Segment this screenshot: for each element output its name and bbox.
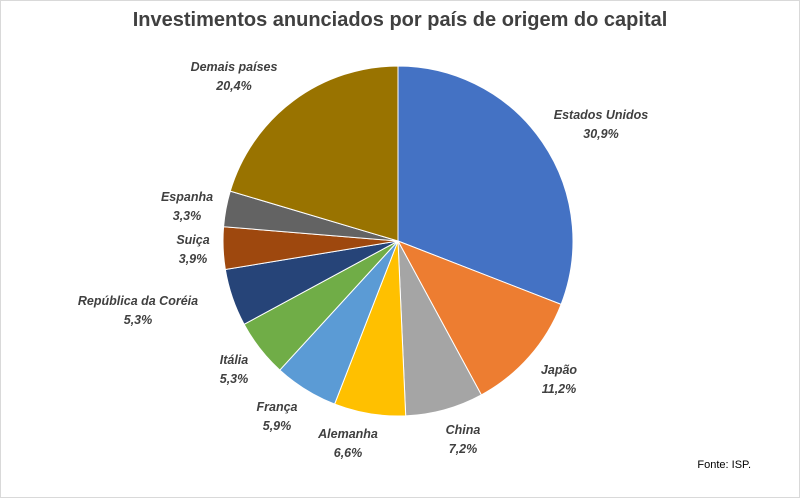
pie-slice-estados-unidos <box>397 65 574 306</box>
slice-value-republica-da-coreia: 5,3% <box>124 313 153 327</box>
slice-value-suica: 3,9% <box>179 252 208 266</box>
source-note: Fonte: ISP. <box>697 459 751 471</box>
slice-label-estados-unidos: Estados Unidos <box>554 108 649 122</box>
slice-label-franca: França <box>257 400 298 414</box>
slice-value-italia: 5,3% <box>220 372 249 386</box>
slice-value-japao: 11,2% <box>542 382 577 396</box>
slice-value-demais-paises: 20,4% <box>215 79 251 93</box>
slice-label-italia: Itália <box>220 353 249 367</box>
slice-label-japao: Japão <box>541 363 577 377</box>
slice-label-espanha: Espanha <box>161 190 213 204</box>
pie-slices <box>222 65 574 417</box>
chart-title: Investimentos anunciados por país de ori… <box>132 9 668 31</box>
slice-label-suica: Suiça <box>176 233 209 247</box>
pie-labels: Estados Unidos 30,9% Japão 11,2% China 7,2% Al… <box>78 60 648 460</box>
slice-value-estados-unidos: 30,9% <box>583 127 618 141</box>
slice-label-alemanha: Alemanha <box>317 427 378 441</box>
slice-label-demais-paises: Demais países <box>191 60 278 74</box>
pie-slice-japao <box>396 240 562 396</box>
slice-value-china: 7,2% <box>449 442 478 456</box>
slice-label-china: China <box>446 423 481 437</box>
slice-value-franca: 5,9% <box>263 419 292 433</box>
slice-value-alemanha: 6,6% <box>334 446 363 460</box>
pie-slice-demais-paises <box>229 65 399 242</box>
slice-value-espanha: 3,3% <box>173 209 202 223</box>
slice-label-republica-da-coreia: República da Coréia <box>78 294 198 308</box>
